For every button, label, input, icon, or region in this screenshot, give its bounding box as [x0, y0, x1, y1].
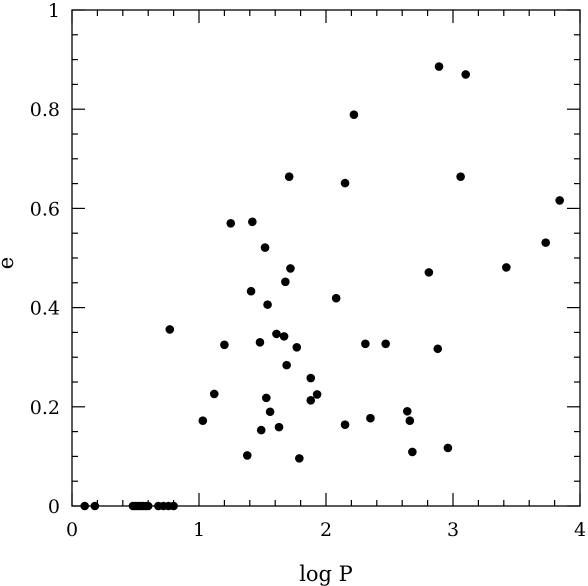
data-point [286, 264, 295, 273]
data-point [408, 447, 417, 457]
data-point [281, 277, 290, 287]
data-point [284, 172, 294, 181]
data-point [246, 286, 256, 296]
x-tick-label: 2 [320, 519, 332, 541]
data-point [402, 406, 412, 416]
data-point [312, 390, 322, 399]
data-point [361, 339, 370, 349]
data-point [198, 416, 208, 425]
y-tick-label: 0 [48, 496, 60, 518]
data-point [502, 263, 511, 272]
data-point [274, 422, 284, 432]
data-point [242, 451, 252, 460]
data-point [220, 340, 229, 350]
y-tick-label: 0.4 [30, 298, 60, 320]
data-point [248, 217, 257, 227]
data-point [265, 407, 275, 417]
data-point [90, 501, 100, 511]
x-axis-label: log P [299, 562, 353, 586]
data-point [143, 501, 153, 511]
data-point [80, 501, 89, 511]
data-point [306, 396, 316, 405]
data-points-group [80, 62, 564, 511]
x-tick-label: 3 [447, 519, 459, 541]
plot-frame [71, 9, 581, 507]
data-point [424, 268, 434, 277]
data-point [295, 454, 304, 463]
data-point [381, 339, 390, 349]
data-point [405, 416, 415, 425]
data-point [262, 393, 271, 403]
y-tick-labels-group: 0 0.2 0.4 0.6 0.8 1 [30, 0, 60, 518]
x-tick-label: 4 [574, 519, 586, 541]
data-point [209, 389, 219, 399]
x-tick-label: 1 [193, 519, 205, 541]
y-tick-label: 0.6 [30, 198, 60, 220]
data-point [282, 360, 291, 370]
data-point [263, 300, 272, 309]
data-point [340, 178, 350, 188]
plot-frame-group [71, 9, 581, 507]
data-point [256, 425, 266, 435]
x-tick-label: 0 [66, 519, 78, 541]
data-point [279, 332, 289, 341]
data-point [456, 172, 465, 181]
tick-marks-group [71, 9, 581, 507]
data-point [292, 342, 302, 352]
data-point [169, 501, 178, 511]
y-tick-label: 1 [48, 0, 60, 22]
data-point [255, 338, 265, 347]
data-point [349, 110, 359, 119]
x-tick-labels-group: 0 1 2 3 4 [66, 519, 586, 541]
data-point [433, 344, 443, 354]
data-point [306, 373, 316, 383]
data-point [366, 413, 375, 423]
data-point [260, 243, 270, 252]
y-tick-label: 0.8 [30, 99, 60, 121]
data-point [443, 443, 453, 453]
data-point [434, 62, 444, 71]
data-point [165, 325, 175, 334]
data-point [541, 238, 551, 247]
data-point [555, 196, 564, 205]
data-point [340, 420, 350, 429]
data-point [272, 329, 281, 339]
data-point [461, 70, 471, 79]
data-point [226, 218, 236, 228]
y-tick-label: 0.2 [30, 397, 60, 419]
y-axis-label: e [0, 257, 18, 269]
data-point [331, 293, 341, 303]
